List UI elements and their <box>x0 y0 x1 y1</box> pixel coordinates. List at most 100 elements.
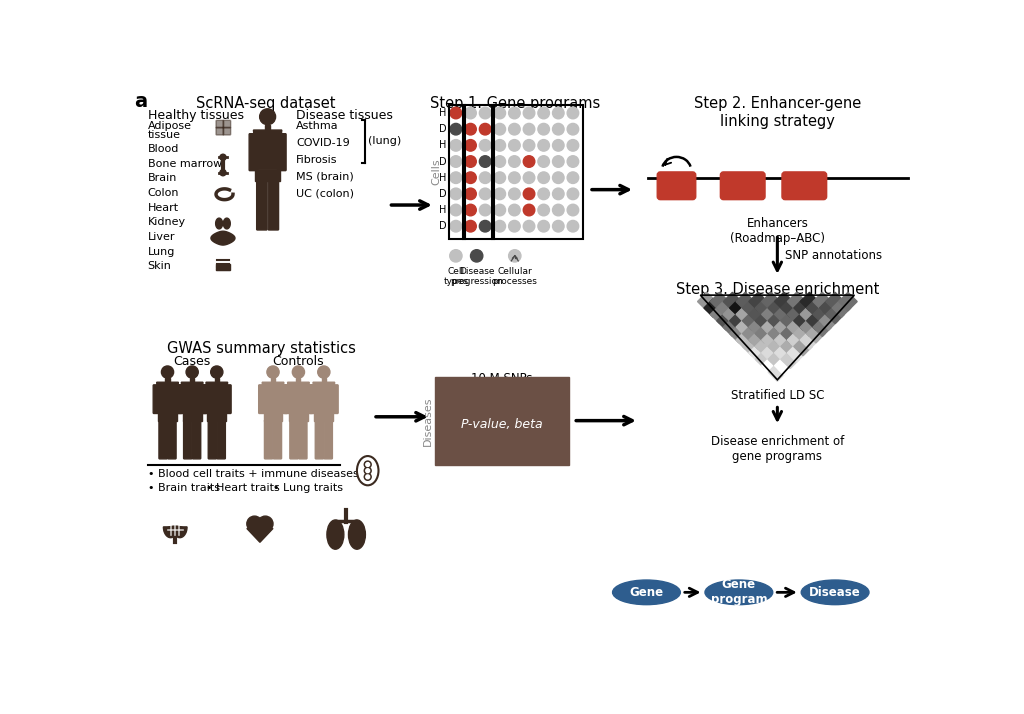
FancyBboxPatch shape <box>284 385 291 413</box>
Text: Disease enrichment of
gene programs: Disease enrichment of gene programs <box>711 436 844 463</box>
Circle shape <box>553 188 564 200</box>
Circle shape <box>553 139 564 151</box>
FancyBboxPatch shape <box>268 180 279 230</box>
Polygon shape <box>254 130 282 170</box>
Text: D: D <box>438 156 446 166</box>
Circle shape <box>553 107 564 119</box>
Polygon shape <box>247 528 273 543</box>
Text: ScRNA-seq dataset: ScRNA-seq dataset <box>196 96 335 111</box>
Polygon shape <box>781 298 800 317</box>
Polygon shape <box>774 305 793 323</box>
Text: GWAS summary statistics: GWAS summary statistics <box>167 341 356 356</box>
Text: H: H <box>439 173 446 183</box>
Polygon shape <box>800 331 818 349</box>
Circle shape <box>479 204 490 216</box>
Polygon shape <box>787 292 806 311</box>
Circle shape <box>523 139 535 151</box>
Polygon shape <box>313 382 335 413</box>
Polygon shape <box>742 298 761 317</box>
Circle shape <box>553 204 564 216</box>
Polygon shape <box>794 337 812 356</box>
Text: Cellular
processes: Cellular processes <box>493 266 538 286</box>
Polygon shape <box>800 292 818 311</box>
Polygon shape <box>768 298 786 317</box>
Text: SNP annotations: SNP annotations <box>785 248 883 261</box>
Circle shape <box>465 172 476 183</box>
Polygon shape <box>774 343 793 362</box>
Polygon shape <box>768 350 786 368</box>
Circle shape <box>267 366 280 378</box>
Polygon shape <box>794 324 812 343</box>
Polygon shape <box>768 311 786 330</box>
Circle shape <box>567 188 579 200</box>
Circle shape <box>470 250 483 262</box>
Ellipse shape <box>612 580 680 605</box>
Circle shape <box>260 109 275 125</box>
Polygon shape <box>736 292 755 311</box>
Circle shape <box>494 172 506 183</box>
Text: Skin: Skin <box>147 261 171 271</box>
Circle shape <box>538 172 550 183</box>
Bar <box>216 264 230 271</box>
Text: MS (brain): MS (brain) <box>296 172 354 182</box>
Circle shape <box>523 172 535 183</box>
Circle shape <box>523 156 535 167</box>
FancyBboxPatch shape <box>249 134 258 171</box>
Text: Blood: Blood <box>147 144 179 154</box>
FancyBboxPatch shape <box>306 385 312 413</box>
Polygon shape <box>813 292 831 311</box>
Bar <box>263 413 283 421</box>
FancyBboxPatch shape <box>290 420 298 459</box>
Polygon shape <box>813 318 831 336</box>
Circle shape <box>553 172 564 183</box>
Polygon shape <box>697 292 716 311</box>
Circle shape <box>451 172 462 183</box>
Text: Disease: Disease <box>809 586 861 599</box>
Polygon shape <box>833 298 851 317</box>
Circle shape <box>509 250 521 262</box>
Circle shape <box>465 139 476 151</box>
Polygon shape <box>762 356 780 375</box>
Polygon shape <box>781 350 800 368</box>
Polygon shape <box>711 292 729 311</box>
Text: H: H <box>439 205 446 215</box>
Polygon shape <box>173 527 187 538</box>
Polygon shape <box>756 350 774 368</box>
Circle shape <box>553 156 564 167</box>
FancyBboxPatch shape <box>224 385 231 413</box>
Text: Fibrosis: Fibrosis <box>296 155 338 165</box>
Polygon shape <box>723 318 741 336</box>
Bar <box>314 413 334 421</box>
Polygon shape <box>762 318 780 336</box>
Text: D: D <box>438 189 446 199</box>
Circle shape <box>186 366 199 378</box>
Circle shape <box>494 107 506 119</box>
Circle shape <box>523 107 535 119</box>
Polygon shape <box>749 292 767 311</box>
FancyBboxPatch shape <box>264 420 272 459</box>
FancyBboxPatch shape <box>159 420 167 459</box>
Circle shape <box>292 366 304 378</box>
Text: Gene
program: Gene program <box>711 578 767 606</box>
Bar <box>166 378 170 382</box>
Text: Step 2. Enhancer-gene
linking strategy: Step 2. Enhancer-gene linking strategy <box>693 96 861 129</box>
Polygon shape <box>736 331 755 349</box>
Circle shape <box>567 107 579 119</box>
Text: Healthy tissues: Healthy tissues <box>147 109 244 122</box>
Polygon shape <box>723 292 741 311</box>
Bar <box>215 378 219 382</box>
Text: • Heart traits: • Heart traits <box>206 483 280 493</box>
Polygon shape <box>717 311 735 330</box>
FancyBboxPatch shape <box>223 127 230 135</box>
Circle shape <box>465 188 476 200</box>
Circle shape <box>494 124 506 135</box>
Text: 10 M SNPs: 10 M SNPs <box>471 372 532 385</box>
FancyBboxPatch shape <box>154 385 160 413</box>
FancyBboxPatch shape <box>223 121 230 128</box>
Polygon shape <box>723 305 741 323</box>
Polygon shape <box>756 337 774 356</box>
Circle shape <box>567 221 579 232</box>
Bar <box>158 413 177 421</box>
Circle shape <box>365 467 371 474</box>
Circle shape <box>451 221 462 232</box>
